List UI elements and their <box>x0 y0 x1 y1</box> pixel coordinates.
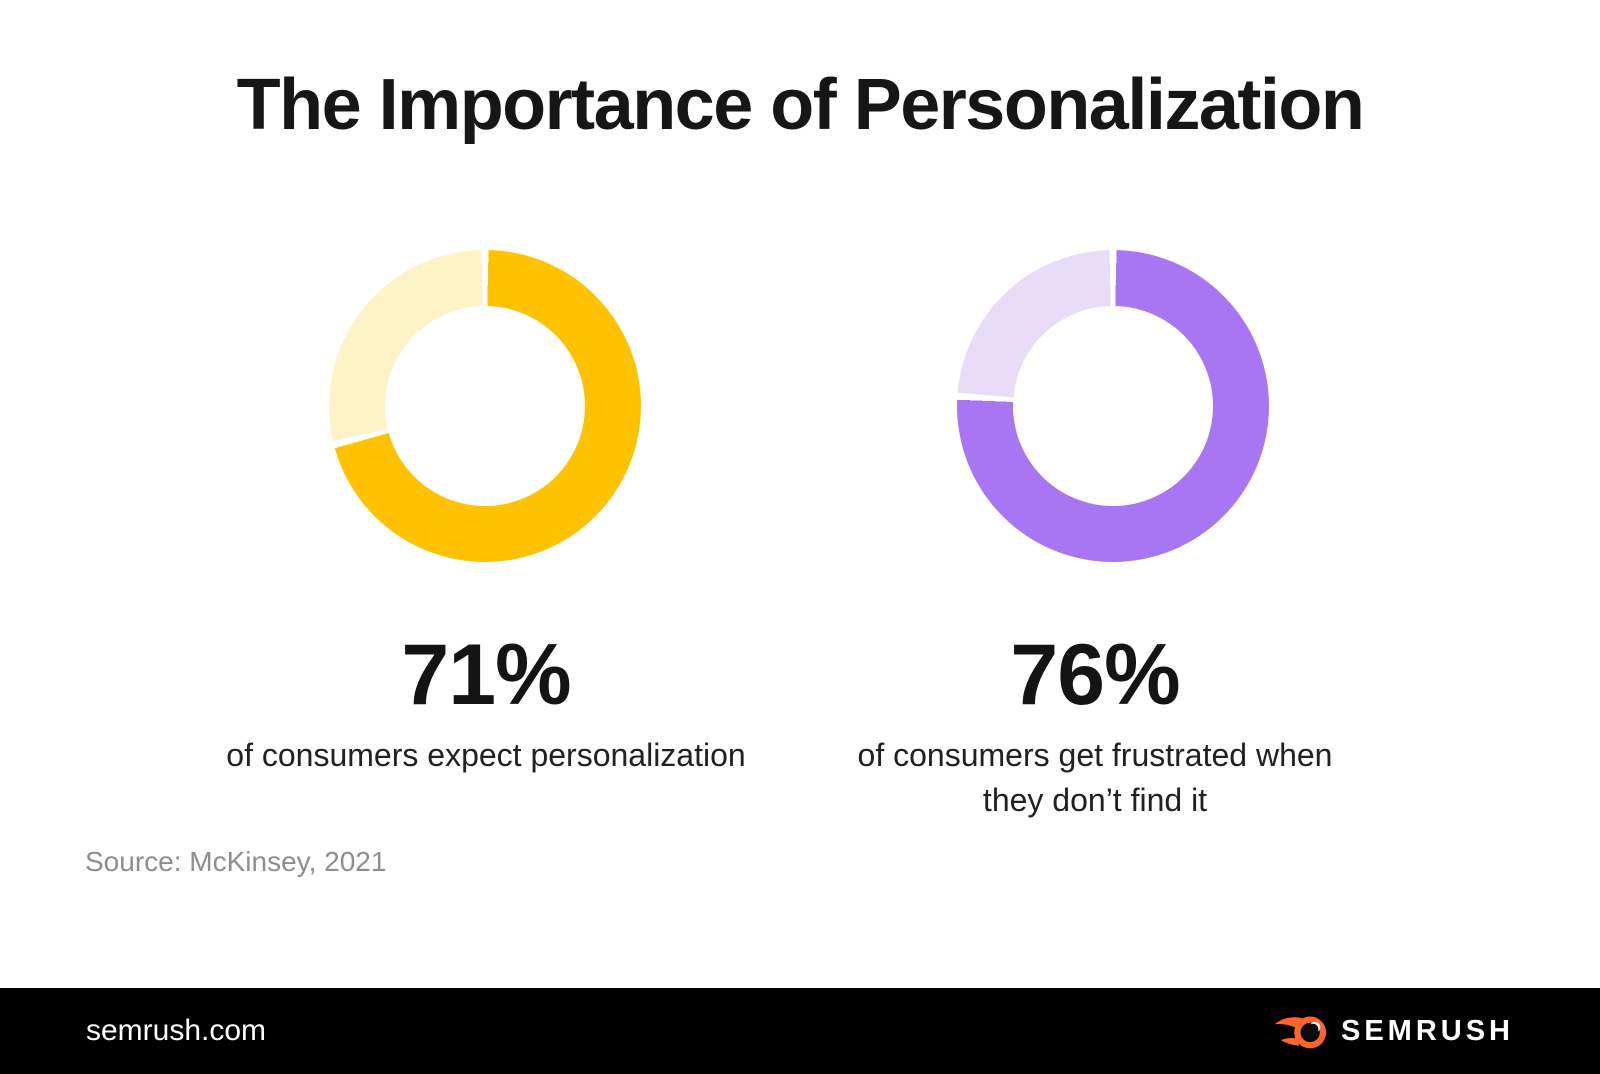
caption-line: of consumers expect personalization <box>226 737 746 773</box>
semrush-wordmark: SEMRUSH <box>1340 1014 1514 1047</box>
semrush-fireball-icon <box>1274 1016 1327 1049</box>
caption-line: of consumers get frustrated when <box>857 737 1333 773</box>
percent-value-right: 76% <box>1010 627 1180 723</box>
donut-chart-expect-personalization <box>329 250 641 562</box>
source-attribution: Source: McKinsey, 2021 <box>85 846 387 877</box>
footer-bar: semrush.com SEMRUSH <box>0 988 1600 1074</box>
donut-hole <box>1013 306 1213 506</box>
donut-hole <box>385 306 585 506</box>
chart-caption-left: of consumers expect personalization <box>156 733 816 778</box>
page-title: The Importance of Personalization <box>236 65 1365 145</box>
percent-value-left: 71% <box>401 627 571 723</box>
semrush-logo: SEMRUSH <box>1274 1011 1514 1051</box>
donut-chart-frustrated-consumers <box>957 250 1269 562</box>
caption-line: they don’t find it <box>982 782 1208 818</box>
website-url: semrush.com <box>86 1014 267 1047</box>
chart-caption-right: of consumers get frustrated when they do… <box>765 733 1425 823</box>
